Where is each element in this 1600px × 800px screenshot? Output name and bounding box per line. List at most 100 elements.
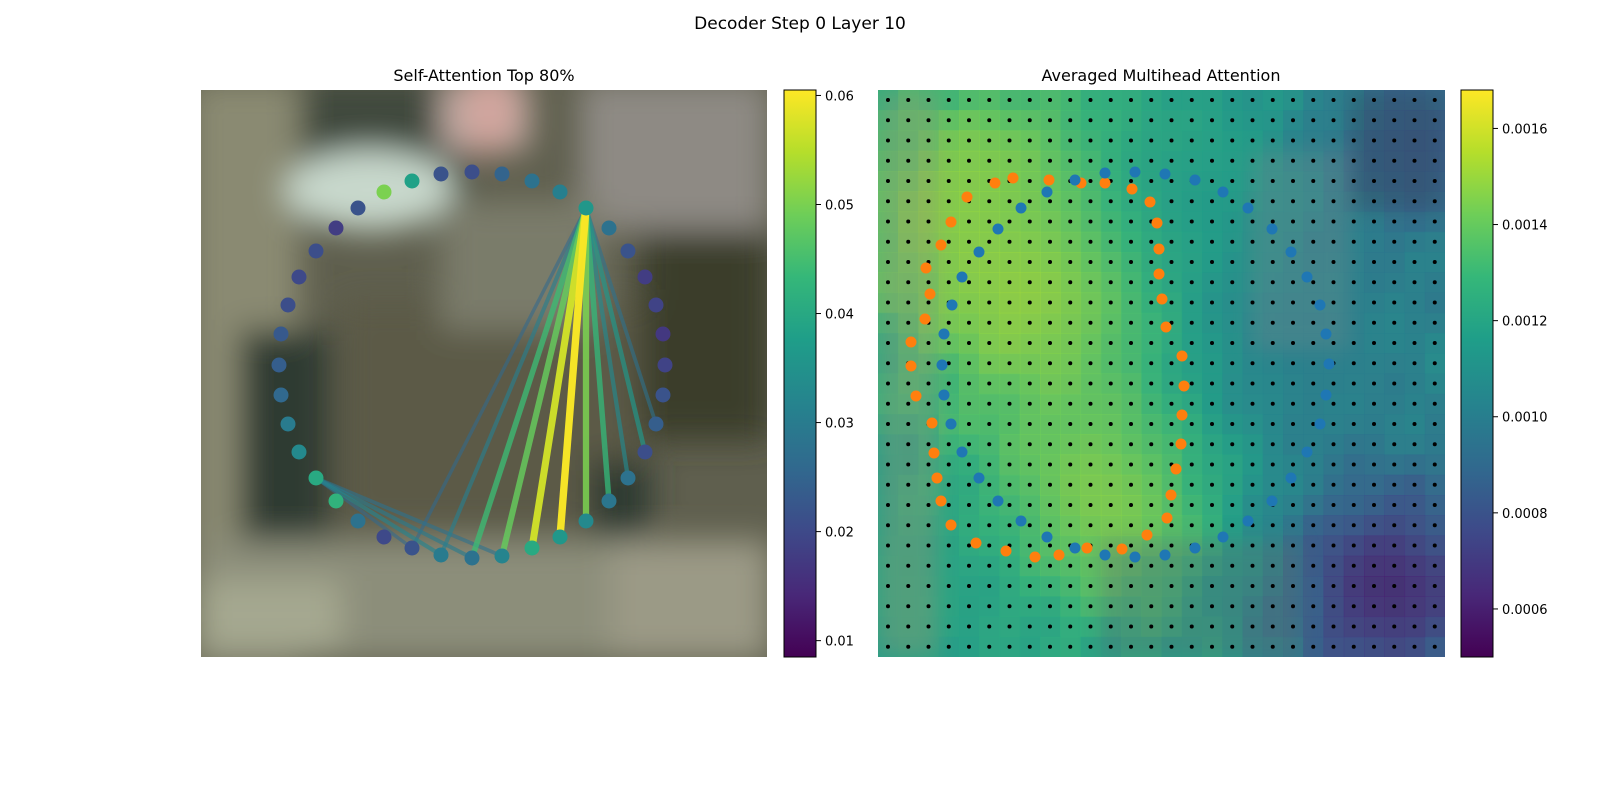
grid-dot xyxy=(1169,361,1174,366)
grid-dot xyxy=(1108,118,1113,123)
grid-dot xyxy=(886,300,890,305)
grid-dot xyxy=(987,503,992,507)
grid-dot xyxy=(1270,158,1275,163)
grid-dot xyxy=(967,260,971,264)
grid-dot xyxy=(1210,199,1214,204)
grid-dot xyxy=(1169,503,1174,507)
grid-dot xyxy=(1432,158,1437,163)
grid-dot xyxy=(926,118,931,123)
grid-dot xyxy=(987,482,992,487)
grid-dot xyxy=(1210,320,1214,325)
grid-dot xyxy=(1108,584,1113,588)
grid-dot xyxy=(1270,543,1275,548)
grid-dot xyxy=(1372,482,1376,487)
grid-dot xyxy=(946,401,951,406)
attention-point xyxy=(494,166,510,182)
grid-dot xyxy=(1230,604,1235,609)
grid-dot xyxy=(987,381,992,386)
grid-dot xyxy=(967,219,971,224)
grid-dot xyxy=(1372,239,1376,244)
grid-dot xyxy=(1230,280,1235,285)
colorbar-tick-label: 0.0014 xyxy=(1502,219,1548,234)
grid-dot xyxy=(1108,381,1113,386)
grid-dot xyxy=(1068,563,1073,568)
grid-dot xyxy=(1311,320,1316,325)
grid-dot xyxy=(1007,219,1012,224)
grid-dot xyxy=(906,138,911,143)
grid-dot xyxy=(946,260,951,264)
grid-dot xyxy=(1048,624,1052,629)
grid-dot xyxy=(906,503,911,507)
grid-dot xyxy=(1291,563,1295,568)
grid-dot xyxy=(906,624,911,629)
grid-dot xyxy=(1007,158,1012,163)
grid-dot xyxy=(1412,179,1417,183)
grid-dot xyxy=(1027,523,1032,528)
grid-dot xyxy=(1270,624,1275,629)
grid-dot xyxy=(1068,503,1073,507)
keypoint-marker xyxy=(1314,418,1326,430)
grid-dot xyxy=(1129,219,1133,224)
grid-dot xyxy=(1210,422,1214,426)
colorbar-tick-label: 0.0006 xyxy=(1502,603,1548,618)
grid-dot xyxy=(926,442,931,447)
keypoint-marker xyxy=(1043,174,1055,186)
grid-dot xyxy=(1291,422,1295,426)
keypoint-marker xyxy=(938,389,950,401)
grid-dot xyxy=(1027,320,1032,325)
grid-dot xyxy=(1068,462,1073,467)
grid-dot xyxy=(1331,462,1336,467)
grid-dot xyxy=(1432,482,1437,487)
grid-dot xyxy=(926,462,931,467)
grid-dot xyxy=(1007,98,1012,102)
grid-dot xyxy=(1068,158,1073,163)
grid-dot xyxy=(1210,401,1214,406)
grid-dot xyxy=(1048,219,1052,224)
grid-dot xyxy=(1007,381,1012,386)
grid-dot xyxy=(1372,462,1376,467)
grid-dot xyxy=(1230,442,1235,447)
grid-dot xyxy=(1129,118,1133,123)
colorbar-tick-label: 0.01 xyxy=(825,635,854,650)
attention-point xyxy=(464,550,480,566)
grid-dot xyxy=(1412,482,1417,487)
keypoint-marker xyxy=(1153,243,1165,255)
grid-dot xyxy=(1048,199,1052,204)
keypoint-marker xyxy=(1151,217,1163,229)
grid-dot xyxy=(1270,280,1275,285)
colorbar-right: 0.0006 0.0008 0.0010 0.0012 0.0014 0.0016 xyxy=(1460,89,1548,658)
grid-dot xyxy=(1331,442,1336,447)
keypoint-marker xyxy=(973,246,985,258)
grid-dot xyxy=(1088,482,1093,487)
grid-dot xyxy=(1088,341,1093,345)
attention-edge xyxy=(439,207,588,556)
grid-dot xyxy=(906,462,911,467)
grid-dot xyxy=(926,98,931,102)
grid-dot xyxy=(1189,361,1194,366)
grid-dot xyxy=(1210,503,1214,507)
grid-dot xyxy=(1027,503,1032,507)
grid-dot xyxy=(1230,482,1235,487)
grid-dot xyxy=(1027,462,1032,467)
grid-dot xyxy=(1230,624,1235,629)
grid-dot xyxy=(1149,280,1154,285)
keypoint-marker xyxy=(1015,202,1027,214)
grid-dot xyxy=(926,604,931,609)
grid-dot xyxy=(1351,118,1356,123)
grid-dot xyxy=(1372,158,1376,163)
grid-dot xyxy=(926,482,931,487)
attention-point xyxy=(578,513,594,529)
grid-dot xyxy=(1250,98,1255,102)
grid-dot xyxy=(1351,584,1356,588)
grid-dot xyxy=(1230,138,1235,143)
grid-dot xyxy=(946,584,951,588)
grid-dot xyxy=(1108,543,1113,548)
grid-dot xyxy=(1412,138,1417,143)
grid-dot xyxy=(1392,260,1397,264)
grid-dot xyxy=(1392,179,1397,183)
grid-dot xyxy=(1392,584,1397,588)
keypoint-marker xyxy=(1175,438,1187,450)
grid-dot xyxy=(886,381,890,386)
grid-dot xyxy=(967,422,971,426)
grid-dot xyxy=(1048,442,1052,447)
